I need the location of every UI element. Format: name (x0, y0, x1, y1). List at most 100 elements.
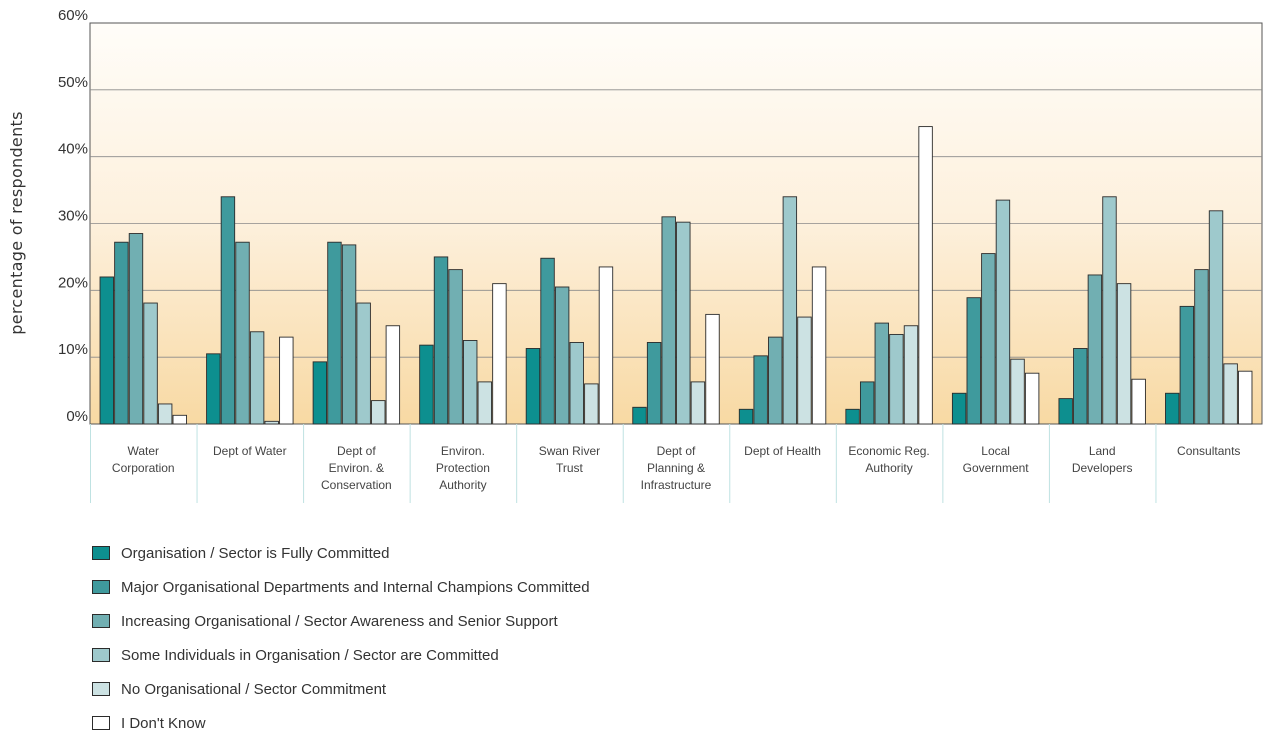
bar: No Organisational / Sector Commitment: 6… (477, 381, 493, 425)
legend-item: Some Individuals in Organisation / Secto… (92, 638, 590, 672)
x-tick-label: Consultants (1177, 444, 1240, 458)
y-axis-label: percentage of respondents (7, 111, 26, 334)
bar: Major Organisational Departments and Int… (859, 381, 875, 425)
bar: Some Individuals in Organisation / Secto… (782, 196, 798, 425)
bar: Some Individuals in Organisation / Secto… (143, 302, 158, 425)
bar: I Don't Know: 23.5% (598, 266, 614, 425)
x-tick-label: Dept of Environ. & Conservation (321, 444, 392, 492)
bar: Some Individuals in Organisation / Secto… (889, 333, 904, 425)
bar: I Don't Know: 16.4% (705, 313, 720, 425)
y-tick-label: 10% (58, 341, 88, 358)
legend-label: No Organisational / Sector Commitment (121, 680, 387, 698)
x-tick-label: Land Developers (1072, 444, 1133, 475)
bar: I Don't Know: 44.5% (918, 126, 933, 425)
bar: Major Organisational Departments and Int… (540, 257, 555, 425)
bar: Some Individuals in Organisation / Secto… (463, 340, 478, 425)
bar: Increasing Organisational / Sector Aware… (768, 336, 783, 425)
bar: I Don't Know: 13% (279, 336, 294, 425)
x-tick-label: Economic Reg. Authority (848, 444, 929, 475)
x-tick-label: Dept of Planning & Infrastructure (641, 444, 712, 492)
bar: I Don't Know: 7.9% (1238, 370, 1253, 425)
bar: Some Individuals in Organisation / Secto… (995, 199, 1011, 425)
bar: Major Organisational Departments and Int… (753, 355, 768, 425)
x-tick-label: Swan River Trust (539, 444, 600, 475)
bar: I Don't Know: 6.7% (1131, 378, 1146, 425)
bar: Organisation / Sector is Fully Committed… (1165, 392, 1180, 425)
bar: Organisation / Sector is Fully Committed… (1058, 398, 1073, 425)
x-tick-label: Water Corporation (112, 444, 175, 475)
bar: Some Individuals in Organisation / Secto… (1208, 210, 1224, 425)
bar: I Don't Know: 7.6% (1024, 372, 1040, 425)
bar: Organisation / Sector is Fully Committed… (738, 408, 754, 425)
bar: No Organisational / Sector Commitment: 0… (264, 420, 279, 425)
legend-swatch (92, 580, 110, 594)
bar: I Don't Know: 23.5% (811, 266, 827, 425)
legend-item: I Don't Know (92, 706, 590, 740)
bar: Organisation / Sector is Fully Committed… (632, 406, 647, 425)
bar: Organisation / Sector is Fully Committed… (525, 348, 541, 425)
legend-swatch (92, 682, 110, 696)
legend: Organisation / Sector is Fully Committed… (92, 536, 590, 740)
legend-label: Organisation / Sector is Fully Committed (121, 544, 390, 562)
x-tick-label: Dept of Health (744, 444, 821, 458)
bar: Major Organisational Departments and Int… (114, 241, 129, 425)
bar: No Organisational / Sector Commitment: 9… (1010, 358, 1025, 425)
bar: Some Individuals in Organisation / Secto… (676, 221, 691, 425)
legend-item: No Organisational / Sector Commitment (92, 672, 590, 706)
bar: Organisation / Sector is Fully Committed… (951, 392, 967, 425)
bar: Some Individuals in Organisation / Secto… (569, 342, 584, 425)
bar: Increasing Organisational / Sector Aware… (448, 269, 463, 425)
legend-label: Major Organisational Departments and Int… (121, 578, 590, 596)
x-tick-label: Dept of Water (213, 444, 287, 458)
legend-label: Increasing Organisational / Sector Aware… (121, 612, 558, 630)
bar: Increasing Organisational / Sector Aware… (1087, 274, 1103, 425)
bar: Increasing Organisational / Sector Aware… (128, 233, 144, 425)
legend-swatch (92, 648, 110, 662)
legend-swatch (92, 716, 110, 730)
legend-label: Some Individuals in Organisation / Secto… (121, 646, 499, 664)
bar: No Organisational / Sector Commitment: 1… (903, 325, 919, 425)
bar: Increasing Organisational / Sector Aware… (341, 244, 357, 425)
bar: Increasing Organisational / Sector Aware… (235, 241, 250, 425)
bar: Organisation / Sector is Fully Committed… (206, 353, 221, 425)
y-tick-label: 20% (58, 274, 88, 291)
bar: I Don't Know: 1.3% (172, 414, 187, 425)
bar: Some Individuals in Organisation / Secto… (1102, 196, 1117, 425)
bar: Major Organisational Departments and Int… (1179, 305, 1195, 425)
legend-swatch (92, 546, 110, 560)
bar: No Organisational / Sector Commitment: 9… (1223, 363, 1238, 425)
bar: No Organisational / Sector Commitment: 3… (371, 400, 386, 425)
bar: Organisation / Sector is Fully Committed… (99, 276, 114, 425)
legend-label: I Don't Know (121, 714, 206, 732)
bar: Increasing Organisational / Sector Aware… (874, 322, 889, 425)
bar: Major Organisational Departments and Int… (1073, 348, 1088, 425)
legend-swatch (92, 614, 110, 628)
y-tick-label: 50% (58, 74, 88, 91)
bar: No Organisational / Sector Commitment: 1… (797, 316, 812, 425)
legend-item: Increasing Organisational / Sector Aware… (92, 604, 590, 638)
bar: Organisation / Sector is Fully Committed… (845, 408, 860, 425)
bar: No Organisational / Sector Commitment: 2… (1116, 283, 1132, 425)
bar: No Organisational / Sector Commitment: 6… (690, 381, 706, 425)
y-tick-label: 0% (66, 408, 88, 425)
bar: Organisation / Sector is Fully Committed… (312, 361, 328, 425)
legend-item: Organisation / Sector is Fully Committed (92, 536, 590, 570)
bar: Increasing Organisational / Sector Aware… (554, 286, 570, 425)
bar: Increasing Organisational / Sector Aware… (981, 253, 996, 425)
bar: Some Individuals in Organisation / Secto… (249, 331, 265, 425)
bar: No Organisational / Sector Commitment: 3… (157, 403, 173, 425)
bar: Major Organisational Departments and Int… (646, 342, 662, 425)
bar: I Don't Know: 14.7% (385, 325, 401, 425)
y-tick-label: 60% (58, 7, 88, 24)
bar: Organisation / Sector is Fully Committed… (419, 344, 434, 425)
bar: Major Organisational Departments and Int… (433, 256, 449, 425)
bar: Major Organisational Departments and Int… (220, 196, 236, 425)
bar-chart: 0% 10% 20% 30% 40% 50% 60% Organisation / Sect… (7, 7, 1263, 503)
bar: No Organisational / Sector Commitment: 6… (584, 383, 599, 425)
x-tick-label: Environ. Protection Authority (436, 444, 490, 492)
bar: Major Organisational Departments and Int… (327, 241, 342, 425)
y-tick-label: 40% (58, 141, 88, 158)
y-tick-label: 30% (58, 208, 88, 225)
bar: Increasing Organisational / Sector Aware… (661, 216, 676, 425)
bar: I Don't Know: 21% (492, 283, 507, 425)
